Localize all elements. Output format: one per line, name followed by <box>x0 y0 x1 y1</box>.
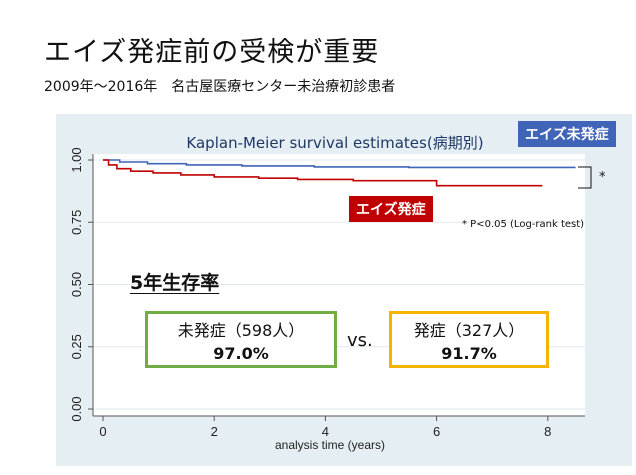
aids-rate-box: 発症（327人） 91.7% <box>389 311 549 368</box>
series-line-1 <box>103 159 543 187</box>
survival-rate-heading: 5年生存率 <box>130 272 220 294</box>
significance-star: * <box>599 170 606 185</box>
x-axis-ticks: 0 2 4 6 8 <box>99 416 551 439</box>
no-aids-group-label: 未発症（598人） <box>177 321 305 340</box>
vs-label: vs. <box>347 330 373 351</box>
x-tick-label: 0 <box>99 424 106 439</box>
series-line-0 <box>103 159 576 169</box>
no-aids-rate-value: 97.0% <box>213 344 269 363</box>
y-tick-label: 0.50 <box>69 272 84 297</box>
x-axis-label: analysis time (years) <box>275 438 385 452</box>
y-tick-label: 0.25 <box>69 334 84 359</box>
x-tick-label: 4 <box>322 424 329 439</box>
y-tick-label: 0.75 <box>69 210 84 235</box>
y-axis-ticks: 0.00 0.25 0.50 0.75 1.00 <box>69 147 93 422</box>
significance-bracket <box>578 166 592 189</box>
aids-group-label: 発症（327人） <box>413 321 525 340</box>
x-tick-label: 8 <box>544 424 551 439</box>
x-tick-label: 6 <box>433 424 440 439</box>
x-tick-label: 2 <box>211 424 218 439</box>
legend-badge-aids: エイズ発症 <box>349 196 433 222</box>
no-aids-rate-box: 未発症（598人） 97.0% <box>145 311 337 368</box>
survival-curves <box>103 159 576 187</box>
aids-rate-value: 91.7% <box>441 344 497 363</box>
y-tick-label: 0.00 <box>69 396 84 421</box>
chart-title: Kaplan-Meier survival estimates(病期別) <box>186 134 483 152</box>
slide-subtitle: 2009年～2016年 名古屋医療センター未治療初診患者 <box>44 79 396 95</box>
pvalue-note: * P<0.05 (Log-rank test) <box>462 219 585 230</box>
legend-badge-no-aids: エイズ未発症 <box>518 121 616 147</box>
y-tick-label: 1.00 <box>69 147 84 172</box>
slide-title: エイズ発症前の受検が重要 <box>44 37 380 68</box>
